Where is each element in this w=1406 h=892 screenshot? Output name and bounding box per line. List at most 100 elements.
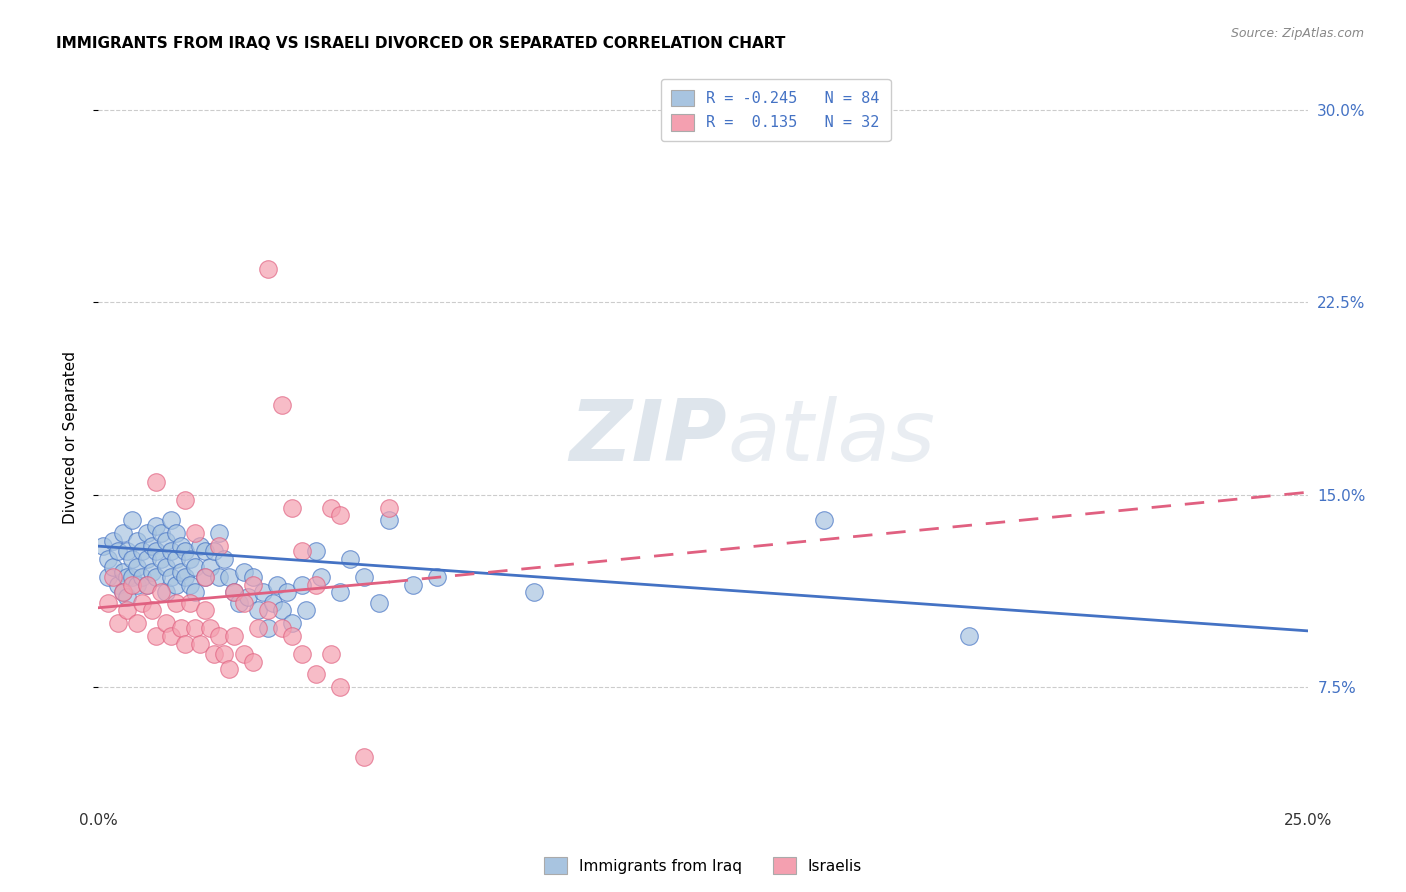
Point xyxy=(198,559,221,574)
Point xyxy=(97,552,120,566)
Point xyxy=(160,570,183,584)
Point xyxy=(242,577,264,591)
Point xyxy=(101,534,124,549)
Point xyxy=(242,655,264,669)
Point xyxy=(188,539,211,553)
Point xyxy=(101,559,124,574)
Point xyxy=(150,585,173,599)
Point xyxy=(107,544,129,558)
Point xyxy=(184,621,207,635)
Point xyxy=(242,570,264,584)
Point xyxy=(319,500,342,515)
Point xyxy=(813,514,835,528)
Point xyxy=(121,552,143,566)
Point xyxy=(377,500,399,515)
Point xyxy=(174,544,197,558)
Point xyxy=(281,616,304,631)
Point xyxy=(184,559,207,574)
Point xyxy=(150,526,173,541)
Point xyxy=(212,647,235,661)
Point xyxy=(218,570,240,584)
Point xyxy=(266,577,288,591)
Point xyxy=(111,526,134,541)
Point xyxy=(329,585,352,599)
Point xyxy=(212,552,235,566)
Text: IMMIGRANTS FROM IRAQ VS ISRAELI DIVORCED OR SEPARATED CORRELATION CHART: IMMIGRANTS FROM IRAQ VS ISRAELI DIVORCED… xyxy=(56,36,786,51)
Point xyxy=(305,667,328,681)
Point xyxy=(208,629,231,643)
Point xyxy=(117,603,139,617)
Point xyxy=(523,585,546,599)
Point xyxy=(145,475,167,489)
Point xyxy=(256,262,278,277)
Point xyxy=(256,603,278,617)
Point xyxy=(290,544,312,558)
Point xyxy=(295,603,318,617)
Point xyxy=(179,596,201,610)
Point xyxy=(131,544,153,558)
Point xyxy=(135,526,157,541)
Point xyxy=(160,544,183,558)
Point xyxy=(208,526,231,541)
Point xyxy=(145,570,167,584)
Point xyxy=(353,749,375,764)
Point xyxy=(141,539,163,553)
Point xyxy=(276,585,298,599)
Point xyxy=(111,565,134,579)
Point xyxy=(339,552,361,566)
Point xyxy=(305,544,328,558)
Point xyxy=(150,552,173,566)
Point xyxy=(329,508,352,523)
Point xyxy=(271,398,294,412)
Point xyxy=(145,629,167,643)
Point xyxy=(218,662,240,676)
Point xyxy=(131,596,153,610)
Point xyxy=(204,647,226,661)
Point xyxy=(232,596,254,610)
Text: ZIP: ZIP xyxy=(569,395,727,479)
Point xyxy=(204,544,226,558)
Point xyxy=(135,577,157,591)
Point xyxy=(145,544,167,558)
Point xyxy=(353,570,375,584)
Point xyxy=(165,596,187,610)
Point xyxy=(169,539,191,553)
Point xyxy=(228,596,250,610)
Point xyxy=(179,552,201,566)
Point xyxy=(194,570,217,584)
Point xyxy=(160,629,183,643)
Point xyxy=(117,570,139,584)
Point xyxy=(121,570,143,584)
Point xyxy=(131,570,153,584)
Point xyxy=(290,577,312,591)
Point xyxy=(97,570,120,584)
Point xyxy=(117,544,139,558)
Point xyxy=(155,585,177,599)
Point xyxy=(198,621,221,635)
Point xyxy=(238,591,260,605)
Point xyxy=(252,585,274,599)
Y-axis label: Divorced or Separated: Divorced or Separated xyxy=(63,351,77,524)
Point xyxy=(155,559,177,574)
Point xyxy=(290,647,312,661)
Point xyxy=(97,596,120,610)
Point xyxy=(174,570,197,584)
Point xyxy=(101,570,124,584)
Point xyxy=(165,577,187,591)
Point xyxy=(111,585,134,599)
Point xyxy=(232,647,254,661)
Point xyxy=(135,552,157,566)
Point xyxy=(188,637,211,651)
Point xyxy=(145,518,167,533)
Point xyxy=(262,596,284,610)
Point xyxy=(309,570,332,584)
Point xyxy=(107,577,129,591)
Legend: Immigrants from Iraq, Israelis: Immigrants from Iraq, Israelis xyxy=(538,851,868,880)
Point xyxy=(377,514,399,528)
Point xyxy=(247,603,270,617)
Point xyxy=(121,577,143,591)
Point xyxy=(165,552,187,566)
Point xyxy=(91,539,114,553)
Point xyxy=(402,577,425,591)
Text: atlas: atlas xyxy=(727,395,935,479)
